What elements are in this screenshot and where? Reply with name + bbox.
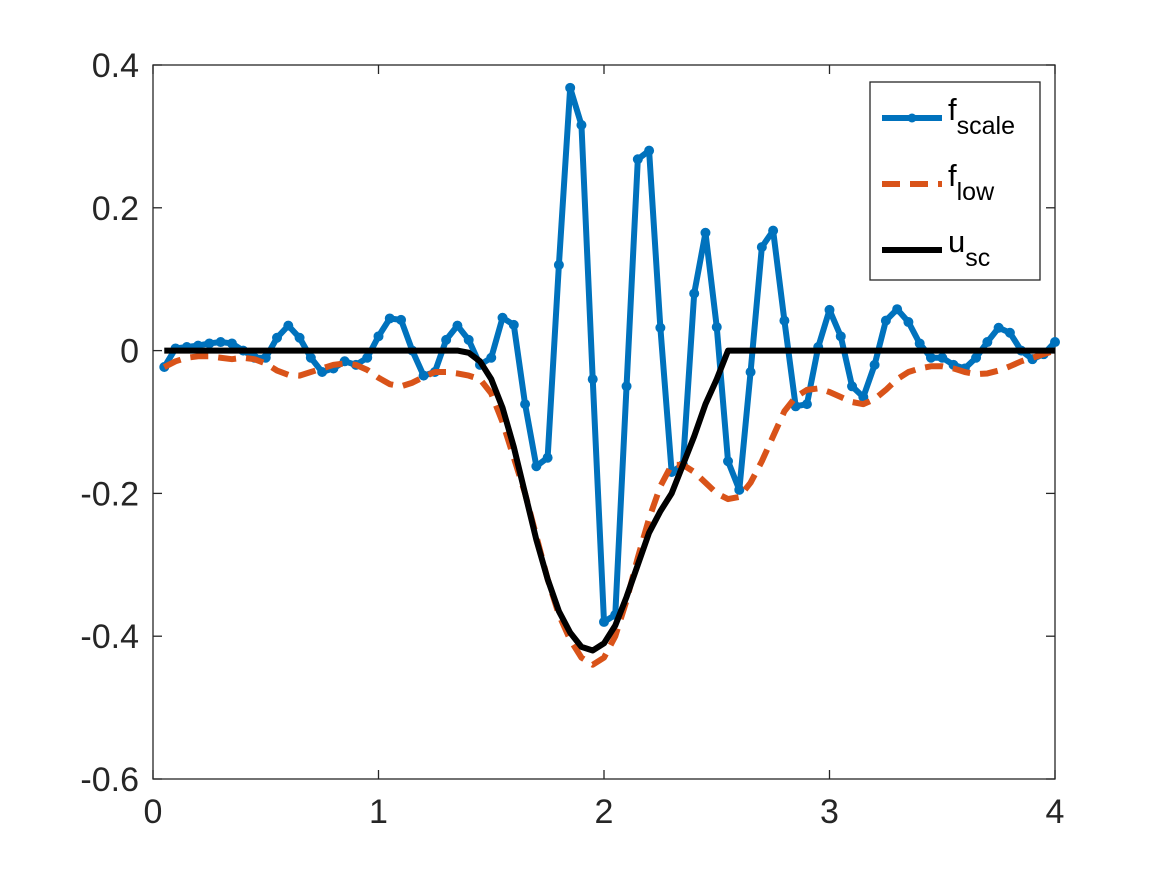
data-point: [463, 334, 474, 345]
data-point: [723, 456, 734, 467]
data-point: [486, 352, 497, 363]
data-point: [632, 154, 643, 165]
legend-name: f: [948, 92, 957, 127]
x-tick-label: 1: [369, 793, 388, 831]
data-point: [756, 242, 767, 253]
data-point: [993, 322, 1004, 333]
data-point: [272, 332, 283, 343]
data-point: [204, 338, 215, 349]
series-line: [162, 347, 1056, 668]
y-tick-label: -0.6: [80, 761, 139, 799]
data-point: [700, 227, 711, 238]
legend-subscript: low: [957, 178, 995, 206]
data-point: [689, 288, 700, 299]
x-tick-label: 2: [595, 793, 614, 831]
legend-name: f: [948, 158, 957, 193]
data-point: [362, 352, 373, 363]
data-point: [1050, 337, 1060, 348]
legend-label: fscale: [948, 92, 1015, 140]
data-point: [914, 338, 925, 349]
x-tick-label: 4: [1046, 793, 1065, 831]
data-point: [317, 367, 328, 378]
data-point: [294, 332, 305, 343]
data-point: [497, 312, 508, 323]
data-point: [576, 119, 587, 130]
data-point: [801, 399, 812, 410]
data-point: [441, 334, 452, 345]
data-point: [621, 381, 632, 392]
data-point: [892, 304, 903, 315]
data-point: [644, 145, 655, 156]
data-point: [768, 225, 779, 236]
data-point: [599, 616, 609, 627]
data-point: [903, 317, 914, 328]
data-point: [373, 331, 384, 342]
data-point: [553, 259, 564, 270]
data-point: [1004, 327, 1015, 338]
data-point: [226, 338, 237, 349]
legend-label: flow: [948, 158, 995, 206]
data-point: [452, 320, 463, 331]
data-point: [779, 315, 790, 326]
data-point: [283, 320, 294, 331]
data-point: [925, 352, 936, 363]
data-point: [305, 352, 316, 363]
data-point: [745, 367, 756, 378]
data-point: [587, 374, 598, 385]
data-point: [880, 315, 891, 326]
legend-subscript: scale: [957, 112, 1015, 140]
data-point: [542, 452, 553, 463]
x-tick-label: 0: [144, 793, 163, 831]
data-point: [531, 461, 542, 472]
data-point: [396, 314, 407, 325]
data-point: [971, 352, 982, 363]
data-point: [937, 352, 948, 363]
legend-subscript: sc: [965, 244, 990, 272]
data-point: [824, 304, 835, 315]
y-tick-label: -0.4: [80, 618, 139, 656]
data-point: [508, 319, 519, 330]
x-tick-label: 3: [820, 793, 839, 831]
y-tick-label: 0.2: [92, 190, 139, 228]
data-point: [655, 322, 666, 333]
data-point: [835, 331, 846, 342]
data-point: [565, 82, 576, 93]
data-point: [869, 359, 880, 370]
series-line: [164, 347, 1055, 654]
legend-label: usc: [948, 224, 990, 272]
data-point: [734, 484, 745, 495]
legend-name: u: [948, 224, 965, 259]
data-point: [418, 370, 429, 381]
y-tick-label: -0.2: [80, 475, 139, 513]
data-point: [215, 337, 226, 348]
data-point: [847, 381, 858, 392]
data-point: [711, 322, 722, 333]
data-point: [384, 313, 395, 324]
y-tick-label: 0.4: [92, 47, 139, 85]
legend-marker: [907, 113, 917, 123]
data-point: [520, 399, 531, 410]
y-tick-label: 0: [120, 333, 139, 371]
data-point: [982, 337, 993, 348]
